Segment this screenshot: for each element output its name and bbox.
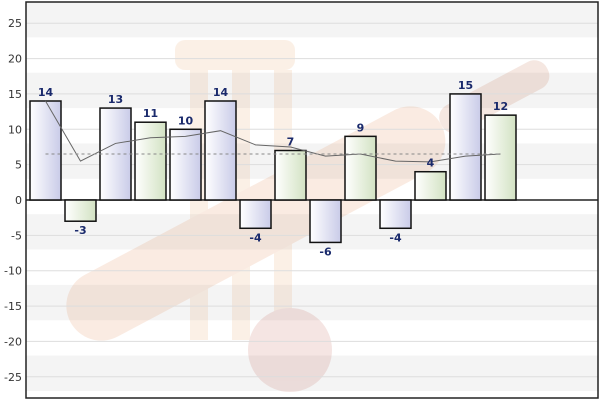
y-tick-label: 20 — [8, 53, 22, 66]
bar — [29, 100, 62, 201]
y-tick-label: -15 — [4, 300, 22, 313]
data-label: 4 — [427, 157, 435, 170]
bar — [379, 199, 412, 230]
bar — [239, 199, 272, 230]
y-tick-label: -10 — [4, 265, 22, 278]
y-tick-label: 5 — [15, 159, 22, 172]
bar — [64, 199, 97, 222]
bar — [449, 93, 482, 201]
data-label: -6 — [319, 245, 332, 258]
data-label: 14 — [213, 86, 229, 99]
data-label: 12 — [493, 100, 508, 113]
data-label: 10 — [178, 114, 194, 127]
bar — [414, 170, 447, 201]
data-label: -4 — [249, 231, 262, 244]
bar — [274, 149, 307, 201]
bar — [204, 100, 237, 201]
bar — [344, 135, 377, 201]
grid-band — [26, 72, 598, 109]
bar — [309, 199, 342, 244]
data-label: 15 — [458, 79, 473, 92]
data-label: 7 — [287, 136, 295, 149]
y-axis-ticks: -25 -20 -15 -10 -5 0 5 10 15 20 25 — [4, 17, 22, 384]
y-tick-label: -20 — [4, 335, 22, 348]
grid-band — [26, 355, 598, 391]
y-tick-label: 25 — [8, 17, 22, 30]
data-label: 13 — [108, 93, 123, 106]
bar — [134, 121, 167, 201]
grid-band — [26, 284, 598, 321]
y-tick-label: 0 — [15, 194, 22, 207]
y-tick-label: 10 — [8, 123, 22, 136]
y-tick-label: -25 — [4, 371, 22, 384]
bar — [484, 114, 517, 201]
y-tick-label: 15 — [8, 88, 22, 101]
data-label: -4 — [389, 231, 402, 244]
bar — [169, 128, 202, 201]
data-label: 11 — [143, 107, 158, 120]
grid-band — [26, 2, 598, 38]
y-tick-label: -5 — [11, 229, 22, 242]
data-label: -3 — [74, 224, 86, 237]
trend-line — [45, 100, 501, 163]
bar-series — [29, 93, 517, 244]
data-label: 9 — [357, 121, 365, 134]
data-label: 14 — [38, 86, 54, 99]
data-labels: 14 -3 13 11 10 14 -4 7 -6 9 -4 4 15 12 — [38, 79, 508, 259]
trend-lines — [45, 100, 501, 163]
